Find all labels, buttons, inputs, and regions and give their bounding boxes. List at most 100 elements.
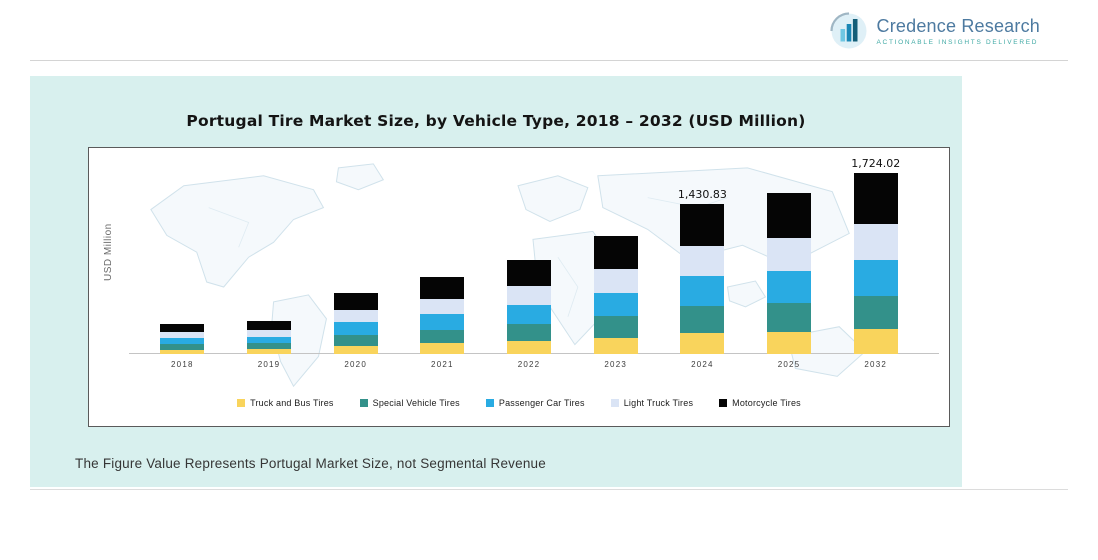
bar-segment-2032-truck-and-bus-tires <box>853 328 898 354</box>
bar-column-2032: 1,724.02 <box>832 154 919 354</box>
bar-segment-2021-special-vehicle-tires <box>420 329 465 344</box>
legend-label-light-truck-tires: Light Truck Tires <box>623 398 694 408</box>
x-axis-label-2022: 2022 <box>517 360 541 369</box>
legend-item-light-truck-tires: Light Truck Tires <box>610 398 694 408</box>
bar-segment-2019-motorcycle-tires <box>247 320 291 330</box>
bar-segment-2019-light-truck-tires <box>247 329 291 337</box>
bar-segment-2022-light-truck-tires <box>507 286 552 305</box>
bar-segment-2018-passenger-car-tires <box>160 338 205 345</box>
bar-stack-2021 <box>420 277 465 354</box>
legend-label-motorcycle-tires: Motorcycle Tires <box>732 398 801 408</box>
bar-segment-2025-light-truck-tires <box>767 238 812 271</box>
bar-segment-2018-truck-and-bus-tires <box>160 349 205 354</box>
bar-segment-2023-passenger-car-tires <box>593 292 638 317</box>
legend-label-passenger-car-tires: Passenger Car Tires <box>498 398 585 408</box>
bar-value-label-2024: 1,430.83 <box>677 187 727 201</box>
bar-segment-2021-truck-and-bus-tires <box>420 343 465 354</box>
bar-segment-2018-light-truck-tires <box>160 332 205 339</box>
bar-segment-2024-motorcycle-tires <box>680 203 725 246</box>
legend-marker-light-truck-tires <box>610 399 619 407</box>
x-axis-label-2032: 2032 <box>864 360 888 369</box>
x-axis-label-2023: 2023 <box>604 360 627 369</box>
bar-segment-2022-passenger-car-tires <box>507 304 552 324</box>
bar-column-2020 <box>312 154 399 354</box>
bar-column-2019 <box>226 154 313 354</box>
bar-segment-2019-special-vehicle-tires <box>247 343 291 350</box>
bar-segment-2024-special-vehicle-tires <box>680 305 725 333</box>
bar-column-2021 <box>399 154 486 354</box>
legend-item-truck-and-bus-tires: Truck and Bus Tires <box>237 398 334 408</box>
x-axis-label-2018: 2018 <box>171 360 194 369</box>
x-axis-label-2021: 2021 <box>431 360 454 369</box>
brand-logo: Credence Research Actionable Insights De… <box>829 12 1040 50</box>
bar-stack-2019 <box>247 320 291 354</box>
bar-stack-2020 <box>333 293 378 354</box>
legend-item-passenger-car-tires: Passenger Car Tires <box>485 398 585 408</box>
bar-segment-2023-truck-and-bus-tires <box>593 337 638 354</box>
legend-item-special-vehicle-tires: Special Vehicle Tires <box>359 398 460 408</box>
bar-segment-2032-special-vehicle-tires <box>853 296 898 329</box>
brand-tagline: Actionable Insights Delivered <box>876 39 1039 46</box>
chart-title: Portugal Tire Market Size, by Vehicle Ty… <box>186 112 806 130</box>
bar-segment-2023-light-truck-tires <box>593 269 638 293</box>
x-axis-label-2020: 2020 <box>344 360 367 369</box>
bar-segment-2019-passenger-car-tires <box>247 336 291 344</box>
bar-segment-2021-light-truck-tires <box>420 298 465 315</box>
legend-marker-passenger-car-tires <box>485 399 494 407</box>
bar-segment-2020-passenger-car-tires <box>333 322 378 335</box>
bar-segment-2025-passenger-car-tires <box>767 270 812 303</box>
bar-stack-2032 <box>853 173 898 354</box>
bar-segment-2024-passenger-car-tires <box>680 275 725 306</box>
brand-text-block: Credence Research Actionable Insights De… <box>877 16 1040 46</box>
bar-stack-2023 <box>593 236 638 354</box>
bar-segment-2025-special-vehicle-tires <box>767 302 812 332</box>
bar-segment-2023-special-vehicle-tires <box>593 316 638 338</box>
header-divider <box>30 60 1068 61</box>
bar-segment-2023-motorcycle-tires <box>593 236 638 270</box>
bar-segment-2022-motorcycle-tires <box>507 259 552 287</box>
bar-segment-2024-truck-and-bus-tires <box>680 333 725 354</box>
bar-column-2018 <box>139 154 226 354</box>
bar-value-label-2032: 1,724.02 <box>851 157 901 171</box>
bar-segment-2025-motorcycle-tires <box>767 193 812 239</box>
legend-marker-special-vehicle-tires <box>359 399 368 407</box>
bar-segment-2024-light-truck-tires <box>680 245 725 276</box>
bar-segment-2025-truck-and-bus-tires <box>767 331 812 354</box>
bars-container: 1,430.83 1,724.02 <box>139 154 919 354</box>
bar-segment-2020-special-vehicle-tires <box>333 334 378 346</box>
footnote: The Figure Value Represents Portugal Mar… <box>75 456 546 471</box>
y-axis-label: USD Million <box>103 223 114 281</box>
bar-segment-2020-motorcycle-tires <box>333 293 378 311</box>
bar-segment-2021-motorcycle-tires <box>420 277 465 299</box>
bar-column-2023 <box>572 154 659 354</box>
x-axis-labels: 2018 2019 2020 2021 2022 2023 2024 2025 2032 <box>139 360 919 369</box>
bar-segment-2032-light-truck-tires <box>853 223 898 261</box>
x-axis-label-2025: 2025 <box>777 360 801 369</box>
bar-column-2022 <box>486 154 573 354</box>
bar-stack-2025 <box>767 193 812 354</box>
bar-segment-2022-truck-and-bus-tires <box>507 340 552 354</box>
legend-marker-motorcycle-tires <box>719 399 728 407</box>
bar-stack-2022 <box>507 259 552 354</box>
bar-segment-2019-truck-and-bus-tires <box>247 349 291 354</box>
legend-marker-truck-and-bus-tires <box>237 399 246 407</box>
bottom-divider <box>30 489 1068 490</box>
bar-segment-2020-truck-and-bus-tires <box>333 345 378 354</box>
legend-item-motorcycle-tires: Motorcycle Tires <box>719 398 801 408</box>
bar-segment-2018-special-vehicle-tires <box>160 344 205 350</box>
brand-name: Credence Research <box>876 16 1040 36</box>
plot-area: USD Million 1,430.83 1,724.02 2018 2019 202… <box>88 147 950 427</box>
bar-segment-2020-light-truck-tires <box>333 310 378 323</box>
bar-stack-2024 <box>680 203 725 354</box>
x-axis-label-2024: 2024 <box>691 360 714 369</box>
bar-segment-2018-motorcycle-tires <box>160 323 205 333</box>
legend-label-truck-and-bus-tires: Truck and Bus Tires <box>250 398 334 408</box>
bar-segment-2032-motorcycle-tires <box>853 173 898 224</box>
bar-chart-circle-icon <box>829 12 867 49</box>
legend-label-special-vehicle-tires: Special Vehicle Tires <box>372 398 460 408</box>
bar-column-2025 <box>746 154 833 354</box>
bar-column-2024: 1,430.83 <box>659 154 746 354</box>
x-axis-label-2019: 2019 <box>257 360 281 369</box>
bar-segment-2022-special-vehicle-tires <box>507 323 552 341</box>
chart-panel: Portugal Tire Market Size, by Vehicle Ty… <box>30 76 962 487</box>
